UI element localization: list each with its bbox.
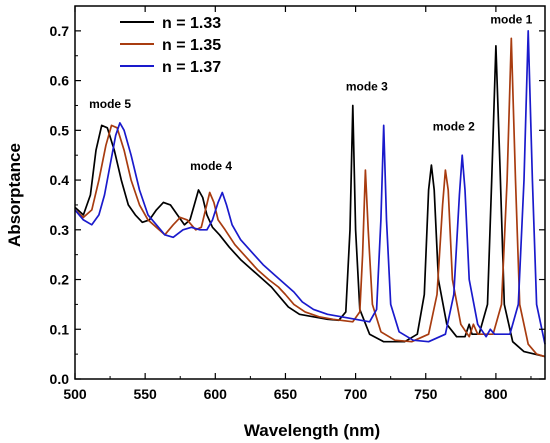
y-tick-label: 0.0 <box>50 371 70 387</box>
mode-annotation: mode 2 <box>433 119 475 133</box>
y-tick-label: 0.5 <box>50 122 70 138</box>
annotation-layer: mode 1 mode 2 mode 3 mode 4 mode 5 <box>89 12 533 173</box>
series-layer <box>74 30 546 358</box>
series-line-1 <box>74 44 546 358</box>
legend-label: n = 1.35 <box>162 37 221 54</box>
x-tick-label: 550 <box>133 386 157 402</box>
y-tick-label: 0.2 <box>50 272 70 288</box>
x-tick-label: 500 <box>63 386 87 402</box>
legend-label: n = 1.37 <box>162 59 221 76</box>
series-line-2 <box>74 37 546 358</box>
mode-annotation: mode 3 <box>346 80 388 94</box>
x-axis-title: Wavelength (nm) <box>244 421 380 440</box>
y-tick-label: 0.6 <box>50 73 70 89</box>
x-tick-label: 650 <box>274 386 298 402</box>
axes-layer: 500 550 600 650 700 750 800 0.0 0.1 0.2 0.3 0.4 0.5 0… <box>50 5 546 402</box>
x-tick-label: 800 <box>484 386 508 402</box>
mode-annotation: mode 5 <box>89 97 131 111</box>
x-tick-label: 600 <box>204 386 228 402</box>
mode-annotation: mode 1 <box>490 12 532 26</box>
legend: n = 1.33 n = 1.35 n = 1.37 <box>120 15 221 76</box>
y-tick-label: 0.4 <box>50 172 70 188</box>
series-line-3 <box>74 30 546 345</box>
x-tick-label: 700 <box>344 386 368 402</box>
mode-annotation: mode 4 <box>190 159 232 173</box>
y-tick-label: 0.7 <box>50 23 70 39</box>
legend-label: n = 1.33 <box>162 15 221 32</box>
x-tick-label: 750 <box>414 386 438 402</box>
plot-frame <box>74 5 546 380</box>
y-tick-label: 0.1 <box>50 321 70 337</box>
y-tick-label: 0.3 <box>50 222 70 238</box>
y-axis-title: Absorptance <box>5 143 24 247</box>
